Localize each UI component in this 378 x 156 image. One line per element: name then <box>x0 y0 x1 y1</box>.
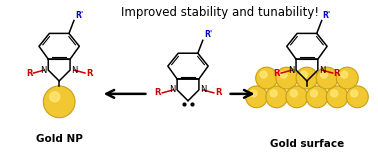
Text: N: N <box>169 85 176 94</box>
Circle shape <box>341 71 348 78</box>
Circle shape <box>316 67 338 89</box>
Text: N: N <box>71 66 78 75</box>
Circle shape <box>326 86 348 108</box>
Text: N: N <box>288 66 294 75</box>
Circle shape <box>246 86 267 108</box>
Text: R: R <box>334 68 340 78</box>
Text: N: N <box>40 66 47 75</box>
Circle shape <box>270 90 277 97</box>
Circle shape <box>43 86 75 118</box>
Circle shape <box>331 90 338 97</box>
Circle shape <box>280 71 287 78</box>
Text: R: R <box>215 88 221 97</box>
Circle shape <box>286 86 308 108</box>
Text: R: R <box>274 68 280 78</box>
Text: R: R <box>155 88 161 97</box>
Circle shape <box>301 71 307 78</box>
Circle shape <box>290 90 297 97</box>
Text: N: N <box>200 85 207 94</box>
Circle shape <box>256 67 277 89</box>
Circle shape <box>336 67 358 89</box>
Circle shape <box>306 86 328 108</box>
Circle shape <box>347 86 368 108</box>
Text: R: R <box>26 68 33 78</box>
Circle shape <box>296 67 318 89</box>
Circle shape <box>351 90 358 97</box>
Circle shape <box>250 90 257 97</box>
Circle shape <box>260 71 267 78</box>
Text: R': R' <box>204 30 212 39</box>
Text: N: N <box>319 66 326 75</box>
Circle shape <box>266 86 288 108</box>
Text: Gold NP: Gold NP <box>36 134 83 144</box>
Circle shape <box>276 67 297 89</box>
Circle shape <box>310 90 318 97</box>
Text: Gold surface: Gold surface <box>270 139 344 149</box>
Text: R': R' <box>75 10 83 20</box>
Text: R: R <box>86 68 93 78</box>
Circle shape <box>50 92 60 102</box>
Text: R': R' <box>323 10 331 20</box>
Text: Improved stability and tunability!: Improved stability and tunability! <box>121 6 319 19</box>
Circle shape <box>321 71 328 78</box>
